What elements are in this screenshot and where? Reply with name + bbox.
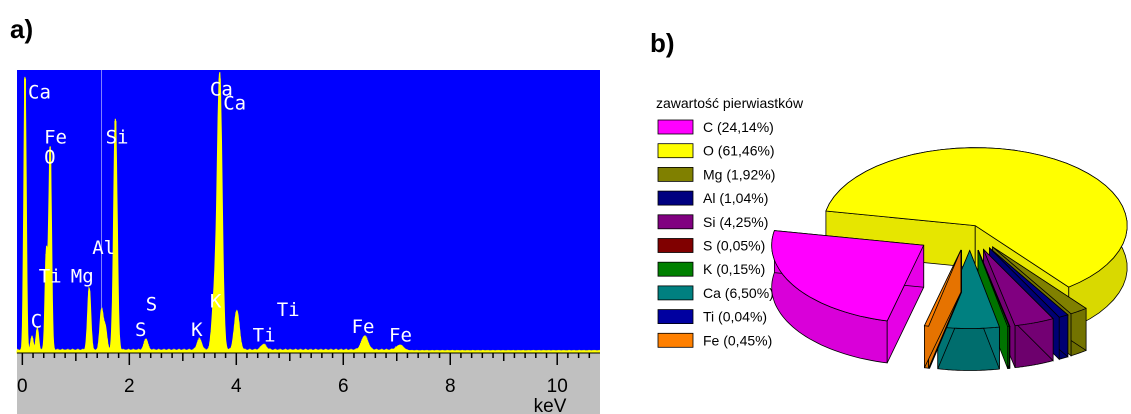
peak-label: Ti xyxy=(39,265,62,287)
x-tick-label: 8 xyxy=(445,376,456,397)
legend-entry: S (0,05%) xyxy=(703,238,765,254)
x-axis-label: keV xyxy=(534,396,567,414)
peak-label: K xyxy=(191,319,203,341)
spectrum-trace xyxy=(16,72,600,354)
x-tick-label: 4 xyxy=(231,376,242,397)
peak-label: Fe xyxy=(352,316,375,338)
panel-a-label: a) xyxy=(10,14,34,44)
peak-label: Fe xyxy=(44,127,67,149)
legend-entry: Ti (0,04%) xyxy=(703,309,767,325)
legend-title: zawartość pierwiastków xyxy=(656,95,804,111)
legend-swatch xyxy=(657,238,694,253)
legend-entry: Mg (1,92%) xyxy=(703,166,775,182)
pie-slices xyxy=(771,147,1128,371)
peak-label: Si xyxy=(106,127,129,149)
legend-entry: O (61,46%) xyxy=(703,143,775,159)
legend-entry: C (24,14%) xyxy=(703,119,774,135)
x-axis-bar xyxy=(17,353,600,414)
element-composition-pie: zawartość pierwiastków C (24,14%) O (61,4… xyxy=(656,95,1128,371)
peak-label: Ti xyxy=(277,299,300,321)
peak-label: Mg xyxy=(71,265,94,287)
peak-label: Ca xyxy=(210,78,233,100)
x-tick-label: 0 xyxy=(17,376,28,397)
legend-swatch xyxy=(657,143,694,159)
legend-swatch xyxy=(657,285,694,301)
legend-swatch xyxy=(657,167,694,182)
legend-swatch xyxy=(657,332,694,348)
legend-swatch xyxy=(657,214,694,230)
legend-entry: Al (1,04%) xyxy=(703,190,768,206)
legend-swatch xyxy=(657,261,694,277)
spectrum-area xyxy=(16,72,600,354)
peak-label: Ca xyxy=(28,81,51,103)
legend-entry: Fe (0,45%) xyxy=(703,332,772,348)
legend-swatch xyxy=(657,190,694,206)
peak-label: S xyxy=(135,319,146,341)
x-tick-label: 6 xyxy=(338,376,349,397)
x-tick-label: 2 xyxy=(124,376,135,397)
peak-label: K xyxy=(210,291,222,313)
pie-legend: C (24,14%) O (61,46%) Mg (1,92%) Al (1,04%)… xyxy=(657,119,775,348)
legend-swatch xyxy=(657,119,694,135)
panel-b-label: b) xyxy=(650,28,675,58)
pie-slice xyxy=(771,230,925,364)
peak-label: Al xyxy=(92,237,115,259)
legend-entry: K (0,15%) xyxy=(703,261,765,277)
legend-entry: Ca (6,50%) xyxy=(703,285,774,301)
peak-label: Fe xyxy=(389,325,412,347)
plot-background xyxy=(17,70,600,353)
peak-label: Ca xyxy=(223,93,246,115)
pie-slice xyxy=(923,249,962,369)
peak-label: S xyxy=(146,294,157,316)
legend-swatch xyxy=(657,309,694,325)
legend-entry: Si (4,25%) xyxy=(703,214,768,230)
peak-label: Ti xyxy=(253,325,276,347)
peak-label: O xyxy=(44,146,55,168)
x-tick-label: 10 xyxy=(547,376,568,397)
peak-label: C xyxy=(31,311,42,333)
